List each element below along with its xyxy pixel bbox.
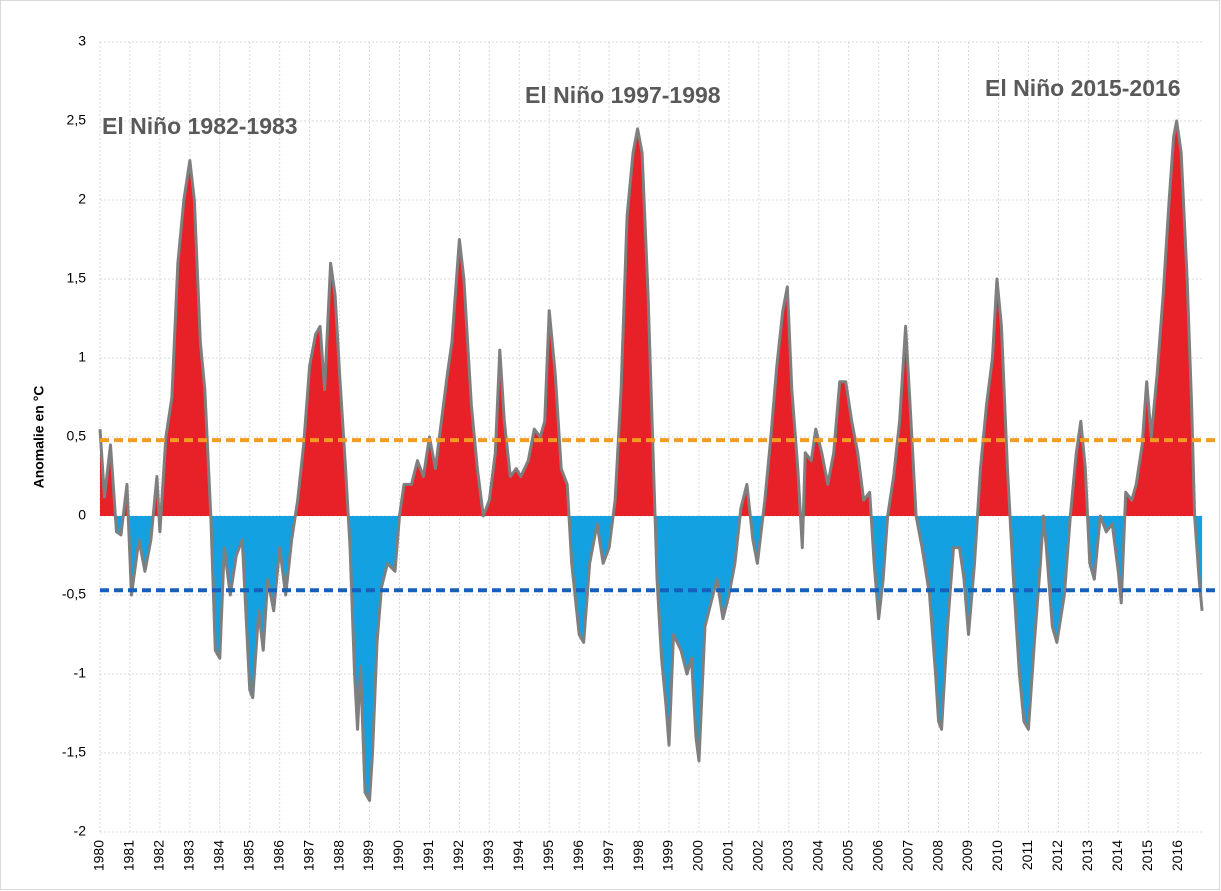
y-tick-label: 3 [78,33,86,49]
x-tick-label: 1995 [540,840,556,871]
x-tick-label: 2009 [959,840,975,871]
y-tick-label: 1 [78,349,86,365]
x-tick-label: 2012 [1049,840,1065,871]
annotation: El Niño 1982-1983 [102,113,298,139]
x-tick-label: 2002 [750,840,766,871]
x-tick-label: 2010 [989,840,1005,871]
y-axis-label: Anomalie en °C [31,386,47,489]
anomaly-line [98,119,1204,802]
y-tick-label: 2 [78,191,86,207]
x-tick-label: 2004 [809,840,825,871]
y-tick-label: 0,5 [67,428,87,444]
x-tick-label: 1994 [510,840,526,871]
y-tick-label: -1 [74,665,87,681]
x-tick-label: 1981 [121,840,137,871]
x-tick-label: 1992 [450,840,466,871]
x-tick-label: 1987 [300,840,316,871]
y-tick-label: -1,5 [62,744,86,760]
y-tick-label: 2,5 [67,112,87,128]
y-tick-label: -0,5 [62,586,86,602]
x-tick-label: 2006 [869,840,885,871]
x-tick-label: 1991 [420,840,436,871]
x-tick-label: 1989 [360,840,376,871]
y-tick-label: 0 [78,507,86,523]
annotation: El Niño 2015-2016 [985,75,1181,101]
y-tick-label: -2 [74,823,87,839]
x-tick-label: 1993 [480,840,496,871]
x-tick-label: 2007 [899,840,915,871]
x-tick-label: 1999 [660,840,676,871]
x-tick-label: 1996 [570,840,586,871]
x-tick-label: 1998 [630,840,646,871]
x-tick-label: 1986 [270,840,286,871]
x-tick-label: 1983 [181,840,197,871]
x-tick-label: 1980 [91,840,107,871]
x-tick-label: 2000 [690,840,706,871]
x-tick-label: 1988 [330,840,346,871]
x-tick-label: 2005 [839,840,855,871]
x-tick-label: 2013 [1079,840,1095,871]
x-tick-label: 1997 [600,840,616,871]
x-tick-label: 2015 [1139,840,1155,871]
x-tick-label: 2011 [1019,840,1035,870]
x-tick-label: 1982 [151,840,167,871]
y-tick-label: 1,5 [67,270,87,286]
x-tick-label: 2016 [1169,840,1185,871]
x-tick-label: 2008 [929,840,945,871]
x-tick-label: 1984 [210,840,226,871]
x-tick-label: 1990 [390,840,406,871]
x-tick-label: 1985 [240,840,256,871]
annotation: El Niño 1997-1998 [525,82,721,108]
x-tick-label: 2001 [720,840,736,871]
negative-area [100,516,1203,801]
x-tick-label: 2014 [1109,840,1125,871]
x-tick-label: 2003 [780,840,796,871]
